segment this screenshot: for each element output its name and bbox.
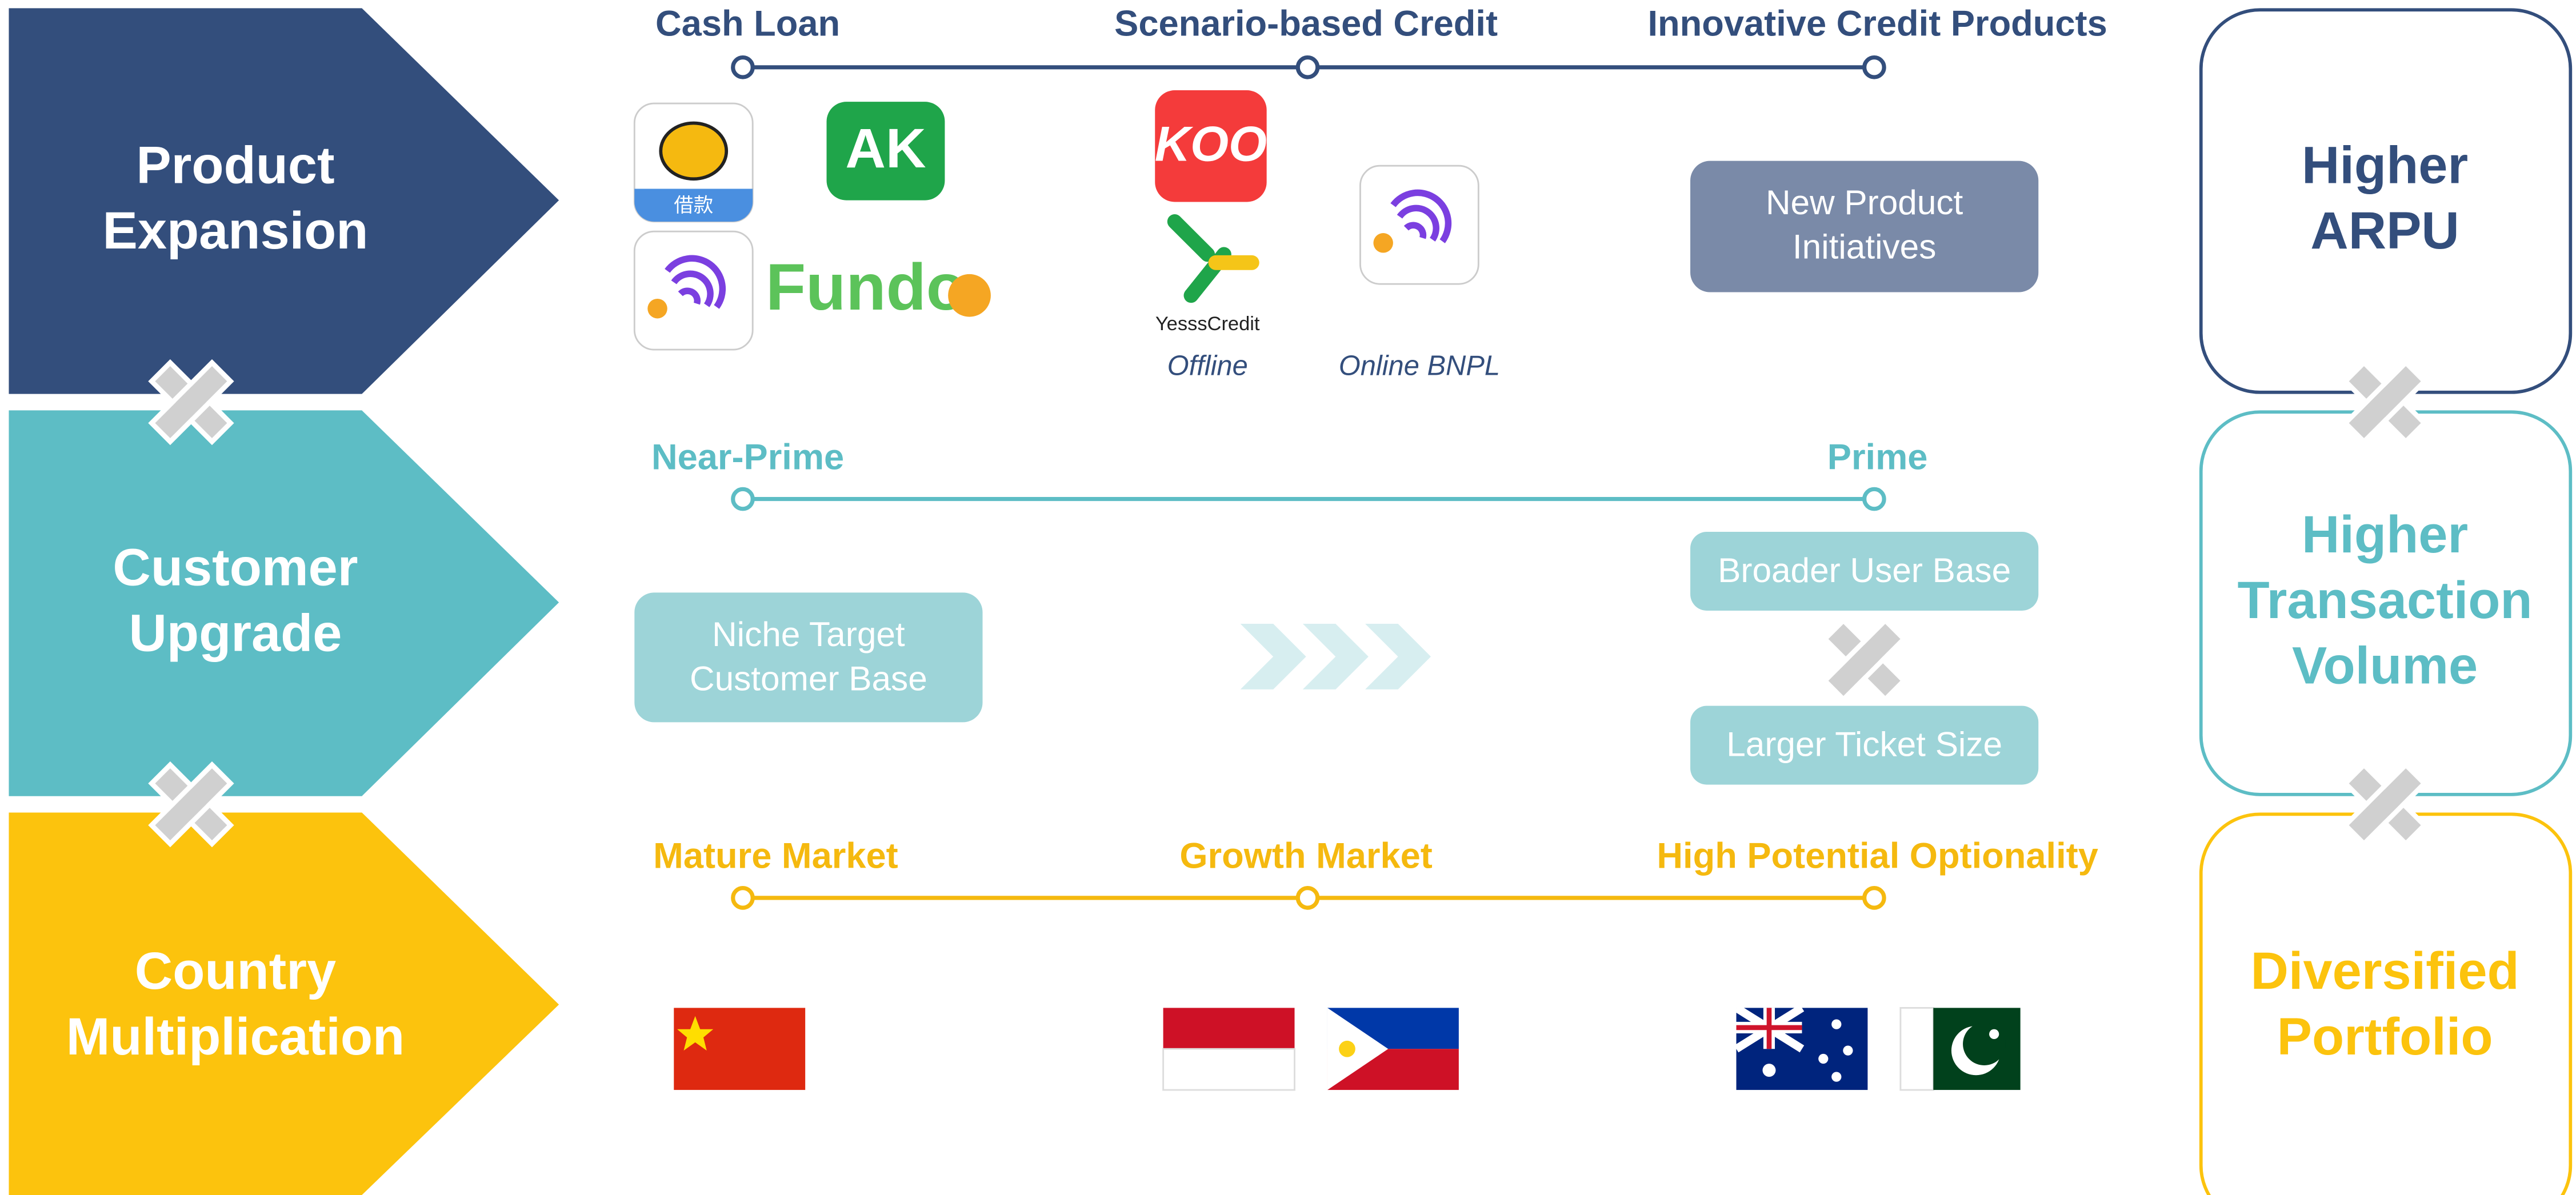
timeline bbox=[731, 886, 1886, 910]
logo bbox=[948, 274, 991, 317]
timeline bbox=[731, 55, 1886, 79]
app-icon: KOO bbox=[1155, 90, 1267, 202]
result-text: Diversified bbox=[2251, 942, 2519, 1000]
box-text: New Product bbox=[1766, 183, 1963, 222]
stage-label: Scenario-based Credit bbox=[1114, 4, 1498, 44]
result-box bbox=[2199, 812, 2573, 1195]
chevron bbox=[9, 410, 559, 796]
result-text: ARPU bbox=[2310, 202, 2459, 260]
result-text: Transaction bbox=[2238, 571, 2533, 629]
flag bbox=[1899, 1006, 2021, 1091]
app-icon bbox=[1359, 165, 1479, 285]
chevron bbox=[9, 8, 559, 394]
app-icon: AK bbox=[826, 102, 945, 200]
info-box bbox=[634, 592, 983, 723]
arrows bbox=[1240, 623, 1431, 689]
box-text: Customer Base bbox=[690, 659, 927, 697]
stage-label: Growth Market bbox=[1179, 836, 1432, 876]
flag bbox=[674, 1008, 806, 1090]
app-icon bbox=[633, 230, 754, 351]
caption: Online BNPL bbox=[1339, 351, 1500, 382]
info-box bbox=[1690, 161, 2039, 292]
flag bbox=[1162, 1008, 1295, 1091]
box-text: Broader User Base bbox=[1718, 551, 2011, 590]
box-text: Larger Ticket Size bbox=[1726, 724, 2002, 763]
caption: Offline bbox=[1167, 351, 1248, 382]
chevron bbox=[9, 812, 559, 1195]
flag bbox=[1734, 1004, 1868, 1090]
box-text: Initiatives bbox=[1793, 227, 1936, 266]
app-icon: 借款 bbox=[633, 102, 754, 223]
logo-text: Fundo bbox=[766, 251, 966, 324]
icon-text: 借款 bbox=[674, 195, 713, 216]
stage-label: Prime bbox=[1827, 437, 1928, 477]
result-text: Volume bbox=[2292, 637, 2478, 695]
row-label: Multiplication bbox=[66, 1008, 405, 1066]
logo-text: YesssCredit bbox=[1155, 313, 1260, 335]
result-text: Higher bbox=[2302, 506, 2468, 564]
row-label: Country bbox=[135, 942, 336, 1000]
result-text: Higher bbox=[2302, 136, 2468, 194]
flag bbox=[1327, 1008, 1459, 1090]
stage-label: High Potential Optionality bbox=[1657, 836, 2098, 876]
multiply-icon bbox=[1804, 600, 1925, 720]
stage-label: Near-Prime bbox=[651, 437, 844, 477]
row-label: Customer bbox=[113, 538, 358, 596]
result-box bbox=[2199, 8, 2573, 394]
svg-text:AK: AK bbox=[845, 117, 926, 179]
row-label: Expansion bbox=[103, 202, 369, 260]
stage-label: Mature Market bbox=[653, 836, 898, 876]
row-label: Product bbox=[136, 136, 334, 194]
logo: YesssCredit bbox=[1155, 214, 1260, 335]
stage-label: Innovative Credit Products bbox=[1648, 4, 2107, 44]
box-text: Niche Target bbox=[712, 615, 905, 653]
result-text: Portfolio bbox=[2277, 1008, 2493, 1066]
timeline bbox=[731, 487, 1886, 511]
info-box bbox=[1690, 532, 2039, 611]
row-label: Upgrade bbox=[129, 604, 342, 662]
stage-label: Cash Loan bbox=[655, 4, 840, 44]
logo-text: KOO bbox=[1155, 117, 1267, 171]
info-box bbox=[1690, 705, 2039, 785]
